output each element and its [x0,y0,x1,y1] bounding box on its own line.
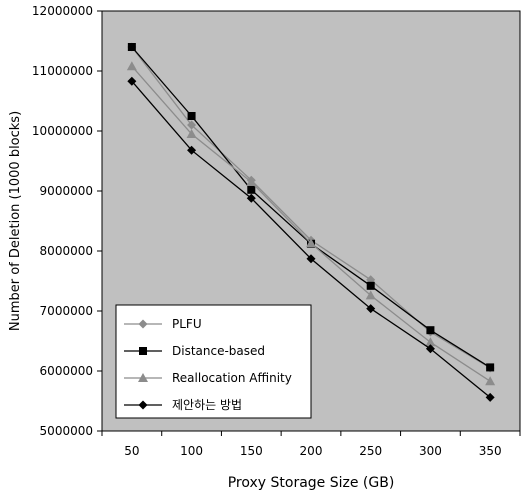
data-point [246,193,256,203]
y-tick-label: 11000000 [32,64,93,78]
y-tick-label: 7000000 [40,304,93,318]
x-axis: 50 100 150 200 250 300 350 [101,431,521,458]
data-point [186,129,197,138]
y-tick-label: 12000000 [32,4,93,18]
data-point [485,392,495,402]
legend-label: 제안하는 방법 [172,398,242,412]
y-tick-label: 8000000 [40,244,93,258]
x-axis-label: Proxy Storage Size (GB) [228,475,395,491]
legend-marker [138,400,148,410]
series-2 [126,61,496,386]
x-tick-label: 200 [300,444,323,458]
legend-label: Distance-based [172,344,265,358]
legend-entry: Distance-based [124,344,265,358]
x-tick-label: 50 [124,444,139,458]
data-point [365,290,376,300]
data-point [187,120,197,130]
y-tick-label: 6000000 [40,364,93,378]
legend-label: PLFU [172,317,202,331]
series-layer [126,42,496,402]
y-axis-label: Number of Deletion (1000 blocks) [8,111,23,331]
legend-entry: 제안하는 방법 [124,398,242,412]
x-tick-label: 350 [479,444,502,458]
x-tick-label: 100 [180,444,203,458]
legend-entry: PLFU [124,317,202,331]
data-point [187,145,197,155]
data-point [127,43,136,51]
data-point [485,376,496,386]
legend-marker [139,347,147,355]
y-tick-label: 9000000 [40,184,93,198]
data-point [127,76,137,86]
data-point [246,177,257,186]
data-point [425,337,436,347]
x-tick-label: 150 [240,444,263,458]
x-tick-label: 250 [359,444,382,458]
data-point [366,304,376,314]
series-3 [127,76,495,402]
y-tick-label: 10000000 [32,124,93,138]
data-point [425,344,435,354]
legend-entry: Reallocation Affinity [124,371,292,385]
y-tick-label: 5000000 [40,424,93,438]
data-point [366,281,375,290]
legend-marker [138,319,148,329]
legend-label: Reallocation Affinity [172,371,292,385]
data-point [126,61,137,71]
data-point [306,254,316,264]
legend: PLFU Distance-based Reallocation Affinity 제… [115,304,312,419]
x-tick-label: 300 [419,444,442,458]
legend-marker [138,373,148,382]
data-point [247,185,256,194]
y-axis: 5000000 6000000 7000000 8000000 9000000 10000… [32,4,102,438]
data-point [486,363,495,372]
data-point [187,112,196,120]
data-point [306,238,316,248]
data-point [426,326,435,335]
